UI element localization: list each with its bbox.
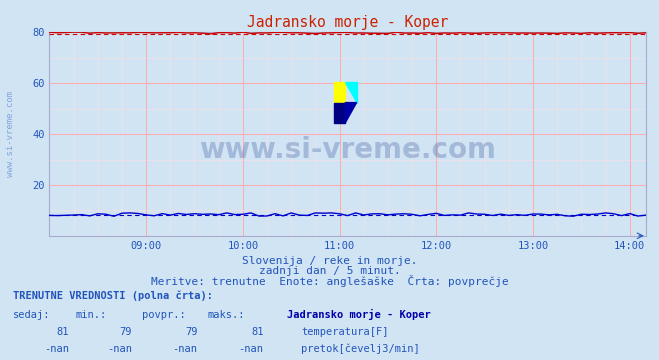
Text: www.si-vreme.com: www.si-vreme.com — [199, 136, 496, 165]
Text: Jadransko morje - Koper: Jadransko morje - Koper — [287, 309, 430, 320]
Text: sedaj:: sedaj: — [13, 310, 51, 320]
Text: -nan: -nan — [239, 344, 264, 354]
Text: Slovenija / reke in morje.: Slovenija / reke in morje. — [242, 256, 417, 266]
Text: www.si-vreme.com: www.si-vreme.com — [6, 91, 15, 177]
Text: Meritve: trenutne  Enote: anglešaške  Črta: povprečje: Meritve: trenutne Enote: anglešaške Črta… — [151, 275, 508, 287]
Bar — [334, 103, 345, 123]
Text: povpr.:: povpr.: — [142, 310, 185, 320]
Text: -nan: -nan — [173, 344, 198, 354]
Bar — [334, 82, 345, 103]
Text: pretok[čevelj3/min]: pretok[čevelj3/min] — [301, 343, 420, 354]
Text: TRENUTNE VREDNOSTI (polna črta):: TRENUTNE VREDNOSTI (polna črta): — [13, 290, 213, 301]
Text: min.:: min.: — [76, 310, 107, 320]
Text: 81: 81 — [251, 327, 264, 337]
Text: -nan: -nan — [107, 344, 132, 354]
Text: 79: 79 — [119, 327, 132, 337]
Text: temperatura[F]: temperatura[F] — [301, 327, 389, 337]
Polygon shape — [345, 82, 357, 103]
Text: zadnji dan / 5 minut.: zadnji dan / 5 minut. — [258, 266, 401, 276]
Text: maks.:: maks.: — [208, 310, 245, 320]
Text: 79: 79 — [185, 327, 198, 337]
Text: 81: 81 — [57, 327, 69, 337]
Polygon shape — [345, 103, 357, 123]
Text: -nan: -nan — [44, 344, 69, 354]
Title: Jadransko morje - Koper: Jadransko morje - Koper — [247, 15, 448, 30]
